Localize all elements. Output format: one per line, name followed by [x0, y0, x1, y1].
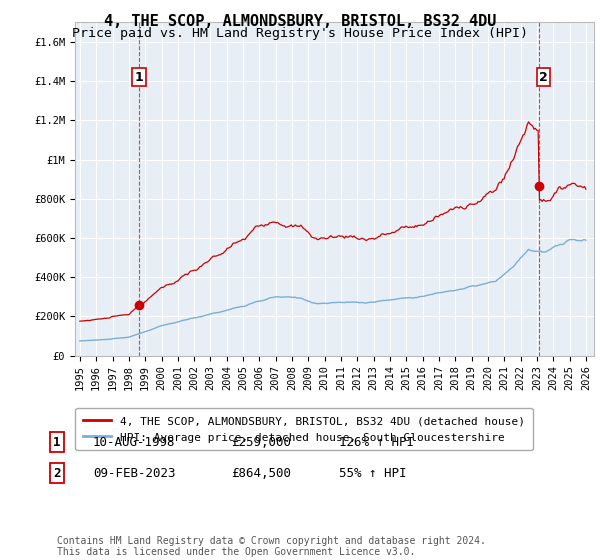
Text: £864,500: £864,500	[231, 466, 291, 480]
Text: 10-AUG-1998: 10-AUG-1998	[93, 436, 176, 449]
Text: 09-FEB-2023: 09-FEB-2023	[93, 466, 176, 480]
Text: 1: 1	[53, 436, 61, 449]
Text: 2: 2	[539, 71, 548, 84]
Text: 126% ↑ HPI: 126% ↑ HPI	[339, 436, 414, 449]
Text: 4, THE SCOP, ALMONDSBURY, BRISTOL, BS32 4DU: 4, THE SCOP, ALMONDSBURY, BRISTOL, BS32 …	[104, 14, 496, 29]
Text: 2: 2	[53, 466, 61, 480]
Text: Price paid vs. HM Land Registry's House Price Index (HPI): Price paid vs. HM Land Registry's House …	[72, 27, 528, 40]
Text: 1: 1	[134, 71, 143, 84]
Legend: 4, THE SCOP, ALMONDSBURY, BRISTOL, BS32 4DU (detached house), HPI: Average price: 4, THE SCOP, ALMONDSBURY, BRISTOL, BS32 …	[76, 408, 533, 450]
Text: 55% ↑ HPI: 55% ↑ HPI	[339, 466, 407, 480]
Text: £259,000: £259,000	[231, 436, 291, 449]
Text: Contains HM Land Registry data © Crown copyright and database right 2024.
This d: Contains HM Land Registry data © Crown c…	[57, 535, 486, 557]
